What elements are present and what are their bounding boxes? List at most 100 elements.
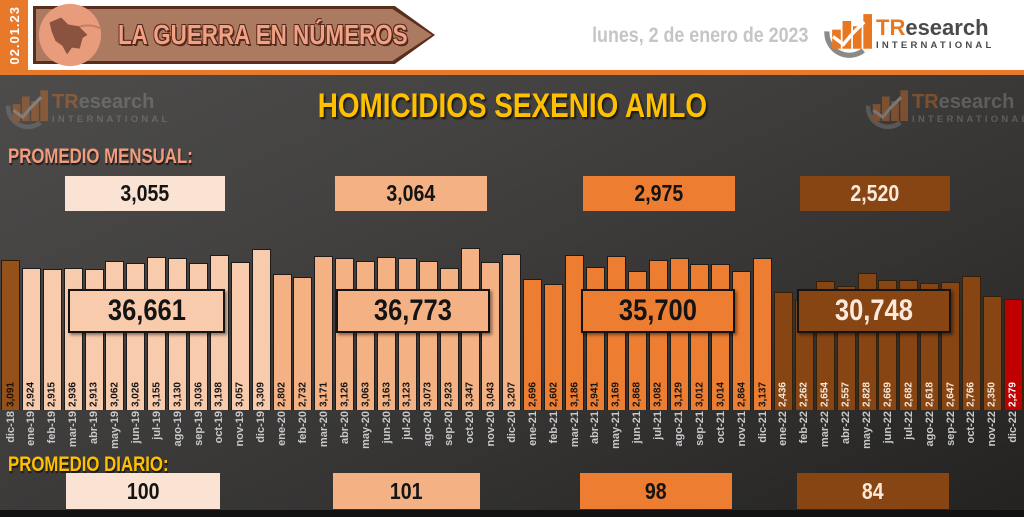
month-label: ago-20	[422, 411, 435, 447]
bar-feb-19: 2,915	[42, 269, 62, 410]
bar-nov-19: 3,057	[230, 262, 250, 410]
bar-value-label: 2,279	[1007, 381, 1019, 407]
bar-value-label: 3,057	[234, 381, 246, 407]
bar-jul-21: 3,082	[648, 260, 668, 410]
month-slot: feb-20	[293, 411, 312, 443]
month-slot: sep-21	[690, 411, 709, 446]
bar-value-label: 2,924	[25, 381, 37, 407]
bar-value-label: 3,063	[360, 381, 372, 407]
bar-value-label: 3,123	[401, 381, 413, 407]
month-label: feb-22	[798, 411, 811, 444]
month-label: sep-20	[443, 411, 456, 446]
month-slot: ago-19	[168, 411, 187, 446]
month-label: dic-20	[505, 411, 518, 443]
month-label: jul-21	[652, 411, 665, 440]
bar-jul-20: 3,123	[397, 258, 417, 410]
bar-value-label: 2,732	[297, 381, 309, 407]
bar-value-label: 2,669	[882, 381, 894, 407]
bar-chart: 3,091 2,924 2,915 2,936 2,913 3,062 3,026 3,155…	[0, 75, 1024, 410]
month-label: feb-21	[547, 411, 560, 444]
month-slot: dic-20	[502, 411, 521, 443]
bar-mar-20: 3,171	[314, 256, 334, 410]
month-slot: ago-21	[670, 411, 689, 446]
month-axis: dic-18 ene-19 feb-19 mar-19 abr-19 may-19 jun-…	[0, 411, 1024, 459]
monthly-avg-box-2021: 2,975	[583, 176, 735, 211]
month-label: oct-19	[213, 411, 226, 444]
bar-value-label: 3,062	[109, 381, 121, 407]
month-slot: feb-21	[544, 411, 563, 443]
bar-value-label: 3,073	[422, 381, 434, 407]
month-label: jul-22	[902, 411, 915, 440]
month-slot: ago-20	[419, 411, 438, 446]
month-label: ago-21	[673, 411, 685, 447]
bar-ago-21: 3,129	[669, 258, 689, 410]
month-label: jun-21	[631, 411, 644, 444]
bar-value-label: 3,026	[130, 381, 142, 407]
watermark-logo-left: TResearch INTERNATIONAL	[2, 87, 170, 129]
bar-value-label: 2,647	[945, 381, 957, 407]
tresearch-logo: TResearch INTERNATIONAL	[820, 10, 994, 58]
month-label: sep-21	[693, 411, 706, 446]
month-slot: oct-21	[711, 411, 730, 443]
vertical-date-strip: 02.01.23	[0, 0, 28, 70]
bar-value-label: 2,828	[861, 381, 873, 407]
bar-feb-20: 2,732	[293, 277, 313, 410]
watermark-logo-right: TResearch INTERNATIONAL	[862, 87, 1024, 129]
bar-value-label: 2,868	[631, 381, 643, 407]
vertical-date: 02.01.23	[6, 5, 22, 65]
month-slot: sep-19	[189, 411, 208, 446]
month-label: jul-19	[150, 411, 163, 440]
bar-value-label: 3,043	[485, 381, 497, 407]
bar-dic-18: 3,091	[1, 260, 20, 410]
bar-ene-20: 2,802	[272, 274, 292, 410]
month-slot: may-21	[607, 411, 626, 449]
month-slot: mar-19	[64, 411, 83, 447]
bar-oct-21: 3,014	[711, 264, 731, 410]
month-label: sep-22	[944, 411, 957, 446]
month-slot: nov-20	[481, 411, 500, 446]
month-slot: oct-22	[962, 411, 981, 443]
banner-title: LA GUERRA EN NÚMEROS	[118, 19, 408, 50]
bar-value-label: 2,864	[736, 381, 748, 407]
bar-value-label: 3,198	[213, 381, 225, 407]
month-slot: ene-20	[273, 411, 292, 446]
month-slot: jul-22	[899, 411, 918, 440]
bar-may-20: 3,063	[356, 261, 376, 410]
month-label: sep-19	[192, 411, 205, 446]
month-slot: jul-21	[649, 411, 668, 440]
month-label: oct-20	[464, 411, 477, 444]
month-slot: ene-21	[523, 411, 542, 446]
bar-value-label: 2,923	[443, 381, 455, 407]
bar-sep-21: 3,012	[690, 264, 710, 410]
month-slot: dic-19	[252, 411, 271, 443]
month-label: nov-22	[986, 411, 999, 447]
bar-value-label: 2,915	[46, 381, 58, 407]
bar-nov-20: 3,043	[481, 262, 501, 410]
bar-value-label: 2,436	[777, 381, 789, 407]
month-label: may-22	[861, 411, 874, 449]
month-label: mar-19	[67, 411, 80, 448]
month-label: feb-20	[296, 411, 309, 444]
bar-feb-21: 2,602	[544, 284, 564, 410]
month-label: dic-18	[4, 411, 17, 443]
month-label: mar-22	[819, 411, 832, 448]
bar-value-label: 2,654	[819, 381, 831, 407]
month-slot: abr-21	[586, 411, 605, 444]
month-label: abr-19	[88, 411, 101, 445]
month-slot: mar-22	[816, 411, 835, 447]
month-slot: nov-22	[983, 411, 1002, 446]
month-label: ene-20	[276, 411, 289, 446]
bar-value-label: 3,126	[339, 381, 351, 407]
bar-value-label: 3,163	[381, 381, 393, 407]
bar-ene-22: 2,436	[773, 292, 793, 410]
month-slot: feb-19	[43, 411, 62, 443]
bar-ene-21: 2,696	[523, 279, 543, 410]
bar-ene-19: 2,924	[21, 268, 41, 410]
header-date: lunes, 2 de enero de 2023	[591, 24, 809, 47]
month-label: abr-22	[840, 411, 853, 445]
bar-value-label: 3,155	[151, 381, 163, 407]
tresearch-logo-icon	[5, 90, 48, 129]
bar-dic-22: 2,279	[1003, 299, 1023, 410]
bar-ago-20: 3,073	[418, 261, 438, 410]
